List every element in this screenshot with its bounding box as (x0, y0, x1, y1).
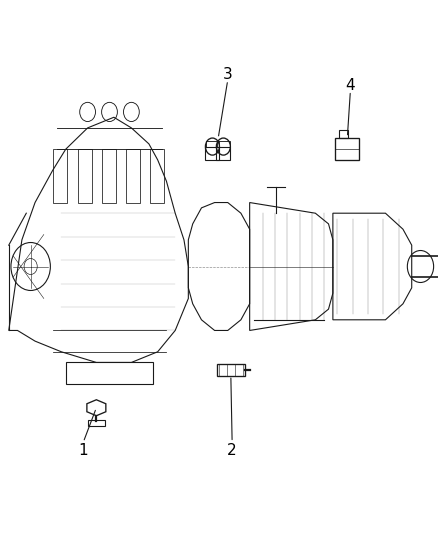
Text: 2: 2 (227, 443, 237, 458)
Bar (216, 147, 230, 160)
Bar (205, 147, 219, 160)
Bar (53, 149, 67, 203)
Text: 4: 4 (346, 78, 355, 93)
Bar (217, 364, 245, 376)
Bar (339, 130, 348, 138)
Bar (126, 149, 140, 203)
Text: 1: 1 (78, 443, 88, 458)
Bar (150, 149, 164, 203)
Text: 3: 3 (223, 67, 233, 82)
Bar (335, 138, 359, 160)
Bar (102, 149, 116, 203)
Bar (88, 420, 105, 426)
Bar (217, 141, 230, 147)
Bar (206, 141, 219, 147)
Bar (78, 149, 92, 203)
